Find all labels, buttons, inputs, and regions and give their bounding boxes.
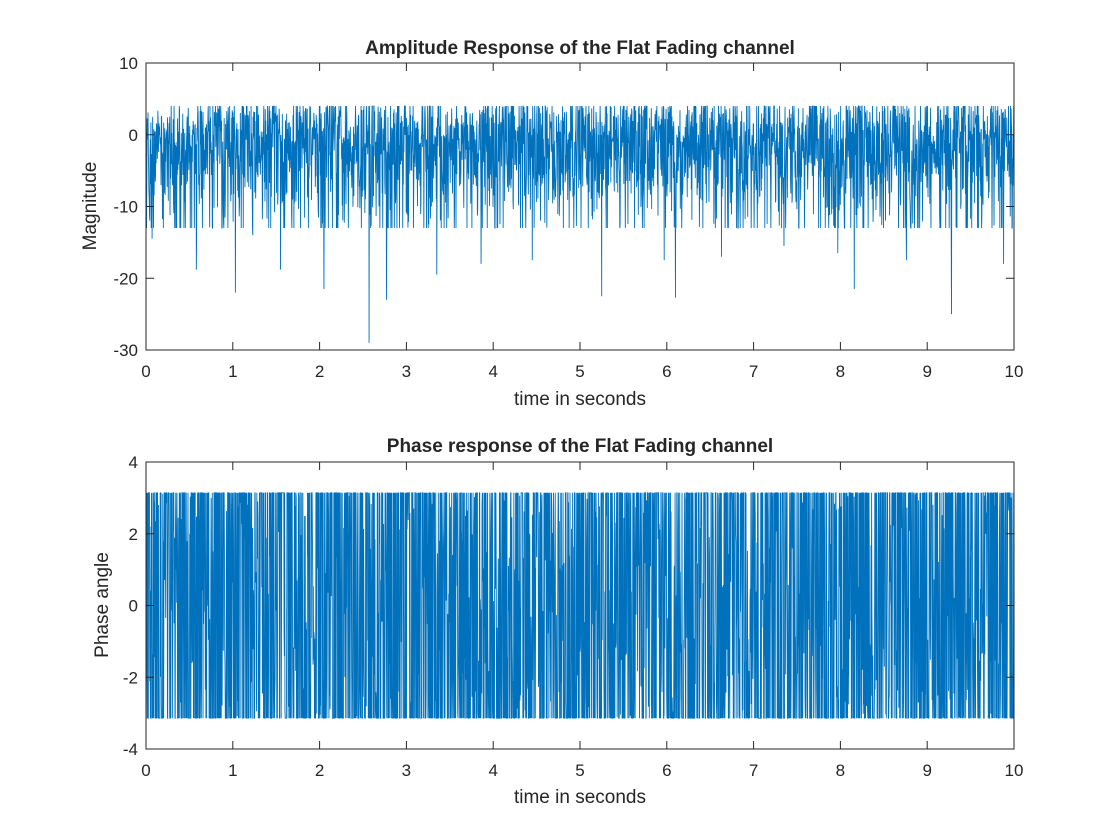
amplitude-xtick-label: 2	[315, 362, 324, 381]
phase-xlabel: time in seconds	[514, 787, 646, 808]
phase-xtick-label: 8	[836, 761, 845, 780]
amplitude-xtick-label: 8	[836, 362, 845, 381]
amplitude-xtick-label: 10	[1005, 362, 1024, 381]
phase-ytick-label: 2	[129, 525, 138, 544]
amplitude-xtick-label: 3	[402, 362, 411, 381]
amplitude-xtick-label: 5	[575, 362, 584, 381]
phase-xtick-label: 10	[1005, 761, 1024, 780]
amplitude-ylabel: Magnitude	[80, 162, 101, 251]
phase-ytick-label: -4	[123, 740, 138, 759]
phase-xtick-label: 2	[315, 761, 324, 780]
amplitude-xtick-label: 1	[228, 362, 237, 381]
phase-xtick-label: 7	[749, 761, 758, 780]
amplitude-xtick-label: 4	[488, 362, 497, 381]
amplitude-xtick-label: 9	[922, 362, 931, 381]
amplitude-ytick-label: -30	[113, 341, 138, 360]
phase-ytick-label: -2	[123, 668, 138, 687]
phase-xtick-label: 0	[141, 761, 150, 780]
phase-series-line	[146, 491, 1014, 720]
phase-ytick-label: 0	[129, 597, 138, 616]
amplitude-xlabel: time in seconds	[514, 389, 646, 410]
amplitude-series-line	[146, 105, 1014, 343]
amplitude-title: Amplitude Response of the Flat Fading ch…	[365, 38, 795, 59]
amplitude-ytick-label: 0	[129, 126, 138, 145]
amplitude-xtick-label: 6	[662, 362, 671, 381]
phase-title: Phase response of the Flat Fading channe…	[387, 436, 773, 457]
phase-xtick-label: 4	[488, 761, 497, 780]
amplitude-ytick-label: -10	[113, 198, 138, 217]
amplitude-ytick-label: 10	[119, 54, 138, 73]
amplitude-subplot: Amplitude Response of the Flat Fading ch…	[80, 38, 1023, 410]
phase-ytick-label: 4	[129, 453, 138, 472]
amplitude-xtick-label: 7	[749, 362, 758, 381]
phase-xtick-label: 9	[922, 761, 931, 780]
phase-subplot: Phase response of the Flat Fading channe…	[92, 436, 1023, 808]
phase-xtick-label: 1	[228, 761, 237, 780]
amplitude-ytick-label: -20	[113, 269, 138, 288]
phase-ylabel: Phase angle	[92, 552, 113, 658]
amplitude-xtick-label: 0	[141, 362, 150, 381]
phase-xtick-label: 6	[662, 761, 671, 780]
phase-xtick-label: 3	[402, 761, 411, 780]
phase-xtick-label: 5	[575, 761, 584, 780]
